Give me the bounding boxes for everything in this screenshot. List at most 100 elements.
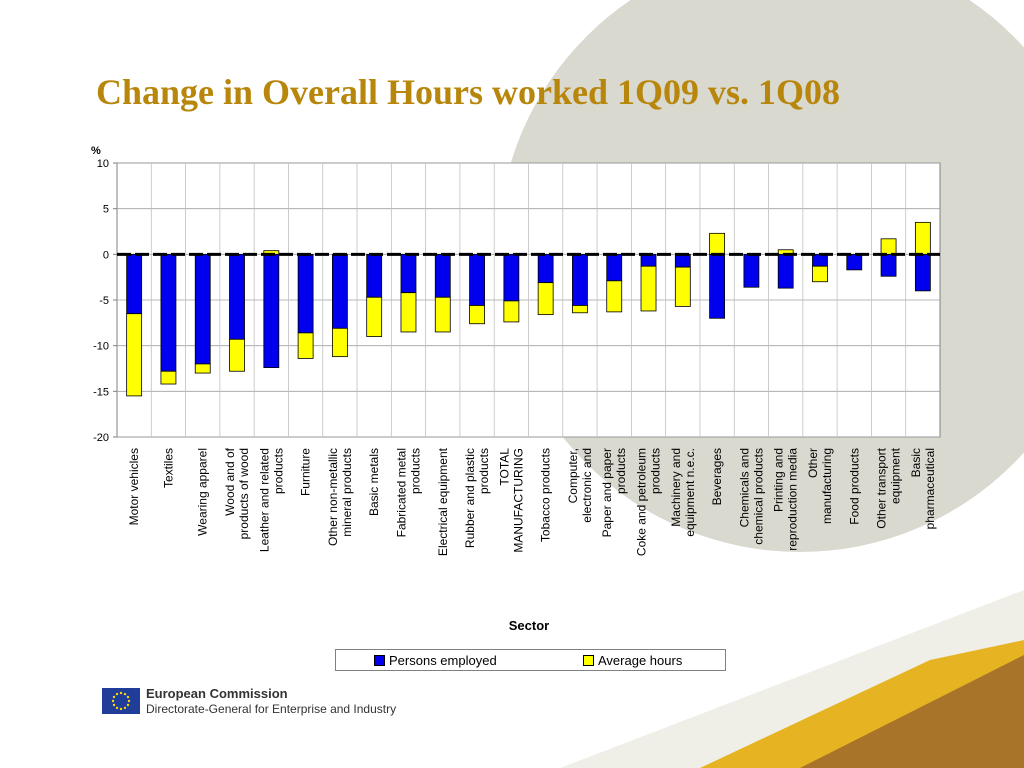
legend-label-persons-employed: Persons employed [389, 653, 497, 668]
bar-persons-employed [537, 253, 554, 284]
x-category-label: Basicpharmaceutical [909, 448, 937, 529]
x-category-label-line: Basic [909, 448, 923, 477]
x-category-label-line: MANUFACTURING [511, 448, 525, 553]
bar-average-hours [503, 300, 520, 323]
bar-average-hours [537, 282, 554, 316]
bar-average-hours [160, 370, 177, 385]
x-category-label: Food products [847, 448, 861, 525]
x-category-label: Paper and paperproducts [600, 448, 628, 537]
x-category-label-line: Leather and related [257, 448, 271, 552]
x-category-label-line: Coke and petroleum [635, 448, 649, 556]
x-category-label-line: reproduction media [786, 448, 800, 551]
x-category-label-line: equipment n.e.c. [683, 448, 697, 537]
bar-persons-employed [229, 253, 245, 340]
bar-persons-employed [297, 253, 314, 334]
bar-average-hours [400, 292, 417, 333]
x-category-label: Other non-metallicmineral products [326, 448, 354, 546]
x-category-label: Wearing apparel [196, 448, 210, 536]
bar-average-hours [229, 338, 245, 372]
bar-persons-employed [606, 253, 623, 282]
x-category-label-line: electronic and [580, 448, 594, 523]
x-category-label: Rubber and plasticproducts [463, 448, 491, 548]
x-category-label: Textiles [161, 448, 175, 488]
bar-average-hours [640, 265, 657, 312]
x-category-label: Othermanufacturing [806, 448, 834, 524]
x-category-label-line: products [477, 448, 491, 494]
x-category-label: Electrical equipment [436, 447, 450, 556]
bar-average-hours [880, 238, 897, 255]
x-category-label-line: products [408, 448, 422, 494]
y-tick-label: -5 [99, 295, 109, 307]
x-category-label-line: Beverages [710, 448, 724, 505]
bar-persons-employed [366, 253, 383, 298]
legend-swatch-average-hours [583, 655, 594, 666]
bar-persons-employed [572, 253, 588, 306]
bar-average-hours [709, 232, 726, 255]
x-category-label-line: manufacturing [820, 448, 834, 524]
legend-item-persons-employed: Persons employed [374, 653, 497, 668]
bar-persons-employed [194, 253, 211, 365]
x-category-label: Coke and petroleumproducts [635, 448, 663, 556]
bar-persons-employed [674, 253, 691, 268]
background-swoosh-brown [800, 655, 1024, 768]
legend-swatch-persons-employed [374, 655, 385, 666]
x-category-label: Furniture [299, 448, 313, 496]
x-category-label: Chemicals andchemical products [737, 448, 765, 545]
bar-persons-employed [640, 253, 657, 267]
bar-persons-employed [880, 253, 897, 277]
x-category-label-line: mineral products [340, 448, 354, 537]
slide-title: Change in Overall Hours worked 1Q09 vs. … [96, 72, 841, 112]
bar-average-hours [674, 266, 691, 307]
bar-persons-employed [777, 253, 794, 289]
bar-average-hours [331, 327, 348, 358]
eu-flag-logo [102, 688, 140, 714]
x-category-label-line: products [649, 448, 663, 494]
bar-persons-employed [160, 253, 177, 372]
x-category-label: Motor vehicles [127, 448, 141, 525]
y-tick-label: -20 [93, 432, 109, 444]
x-category-label-line: Fabricated metal [394, 448, 408, 537]
x-category-label-line: Basic metals [367, 448, 381, 516]
eu-stars-icon [111, 691, 131, 711]
bar-average-hours [297, 332, 314, 359]
footer-org-name: European Commission [146, 686, 288, 701]
bar-average-hours [812, 265, 828, 283]
y-axis-unit-label: % [91, 145, 101, 157]
x-category-label-line: Other non-metallic [326, 448, 340, 546]
x-category-label-line: Rubber and plastic [463, 448, 477, 548]
bar-average-hours [366, 296, 383, 337]
x-category-label-line: Food products [847, 448, 861, 525]
x-category-label-line: products [271, 448, 285, 494]
y-tick-label: 5 [103, 204, 109, 216]
x-category-label-line: products of wood [237, 448, 251, 539]
x-category-label: Printing andreproduction media [772, 448, 800, 551]
bar-persons-employed [503, 253, 520, 302]
bar-average-hours [469, 305, 485, 325]
x-category-label-line: Wearing apparel [196, 448, 210, 536]
x-category-label-line: Furniture [299, 448, 313, 496]
bar-average-hours [434, 296, 451, 333]
bar-persons-employed [126, 253, 143, 315]
x-category-label-line: Computer, [566, 448, 580, 503]
bar-persons-employed [846, 253, 863, 271]
x-category-label: Wood and ofproducts of wood [223, 447, 251, 539]
x-category-label: Fabricated metalproducts [394, 448, 422, 537]
legend-item-average-hours: Average hours [583, 653, 682, 668]
x-category-label: Leather and relatedproducts [257, 448, 285, 552]
bar-persons-employed [263, 253, 280, 368]
bar-average-hours [126, 313, 143, 397]
bar-persons-employed [709, 253, 726, 319]
legend-label-average-hours: Average hours [598, 653, 683, 668]
x-category-label-line: Printing and [772, 448, 786, 512]
y-tick-label: 0 [103, 249, 109, 261]
bar-persons-employed [743, 253, 760, 288]
x-category-label-line: Textiles [161, 448, 175, 488]
x-category-label: Beverages [710, 448, 724, 505]
x-category-label-line: equipment [889, 447, 903, 504]
x-category-label-line: TOTAL [497, 448, 511, 486]
bar-persons-employed [469, 253, 485, 306]
bar-average-hours [914, 221, 931, 255]
x-category-label: Other transportequipment [875, 447, 903, 528]
y-tick-label: -15 [93, 386, 109, 398]
